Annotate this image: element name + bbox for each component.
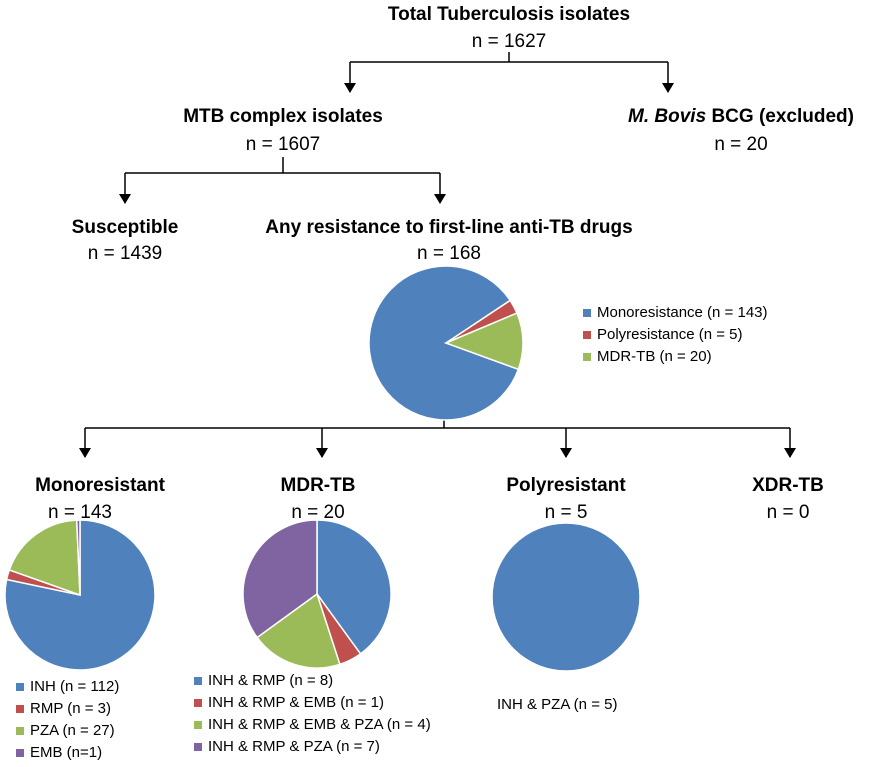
legend-swatch [194, 699, 202, 707]
legend-label: INH & RMP & EMB & PZA (n = 4) [208, 716, 431, 733]
legend-swatch [16, 683, 24, 691]
legend-label: PZA (n = 27) [30, 722, 115, 739]
node-title-rest: BCG (excluded) [711, 106, 854, 127]
pie-slice [316, 519, 392, 655]
pie-slice [443, 312, 524, 371]
legend-swatch [16, 749, 24, 757]
node-title: MTB complex isolates [183, 106, 383, 127]
pie-slice [4, 519, 156, 671]
node-title: XDR-TB [752, 475, 824, 496]
node-count: n = 20 [291, 502, 344, 523]
node-count: n = 1439 [88, 243, 163, 264]
node-count: n = 143 [48, 502, 112, 523]
node-count: n = 1627 [472, 31, 547, 52]
legend-swatch [583, 331, 591, 339]
connector [350, 52, 668, 63]
node-title: M. Bovis BCG (excluded) [628, 106, 854, 127]
legend-label: RMP (n = 3) [30, 700, 111, 717]
legend-label: MDR-TB (n = 20) [597, 348, 712, 365]
node-count: n = 20 [714, 134, 767, 155]
legend-label: EMB (n=1) [30, 744, 102, 761]
node-title-em: M. Bovis [628, 106, 706, 127]
legend-swatch [583, 309, 591, 317]
legend-swatch [194, 743, 202, 751]
pie-slice [8, 519, 81, 597]
legend-swatch [16, 705, 24, 713]
pie-slice [491, 522, 641, 672]
legend-label: INH & RMP & PZA (n = 7) [208, 738, 380, 755]
pie-slice [242, 519, 318, 639]
legend-swatch [16, 727, 24, 735]
node-count: n = 1607 [246, 134, 321, 155]
legend-swatch [583, 353, 591, 361]
node-title: Susceptible [72, 217, 179, 238]
pie-slice [368, 265, 520, 421]
legend-label: INH (n = 112) [30, 678, 119, 695]
node-title: Total Tuberculosis isolates [388, 4, 630, 25]
node-title: MDR-TB [281, 475, 356, 496]
node-title: Monoresistant [35, 475, 166, 496]
legend-label: INH & RMP & EMB (n = 1) [208, 694, 384, 711]
node-count: n = 5 [545, 502, 588, 523]
legend-label: Monoresistance (n = 143) [597, 304, 768, 321]
node-count: n = 168 [417, 243, 481, 264]
pie-slice [256, 592, 341, 669]
node-title: Polyresistant [506, 475, 626, 496]
node-count: n = 0 [767, 502, 810, 523]
connector [125, 157, 440, 174]
legend-label: INH & RMP (n = 8) [208, 672, 333, 689]
node-title: Any resistance to first-line anti-TB dru… [265, 217, 632, 238]
legend-swatch [194, 721, 202, 729]
pie-slice [75, 519, 81, 596]
legend-label: Polyresistance (n = 5) [597, 326, 742, 343]
legend-label: INH & PZA (n = 5) [497, 696, 617, 713]
connectors [79, 52, 796, 458]
legend-swatch [194, 677, 202, 685]
